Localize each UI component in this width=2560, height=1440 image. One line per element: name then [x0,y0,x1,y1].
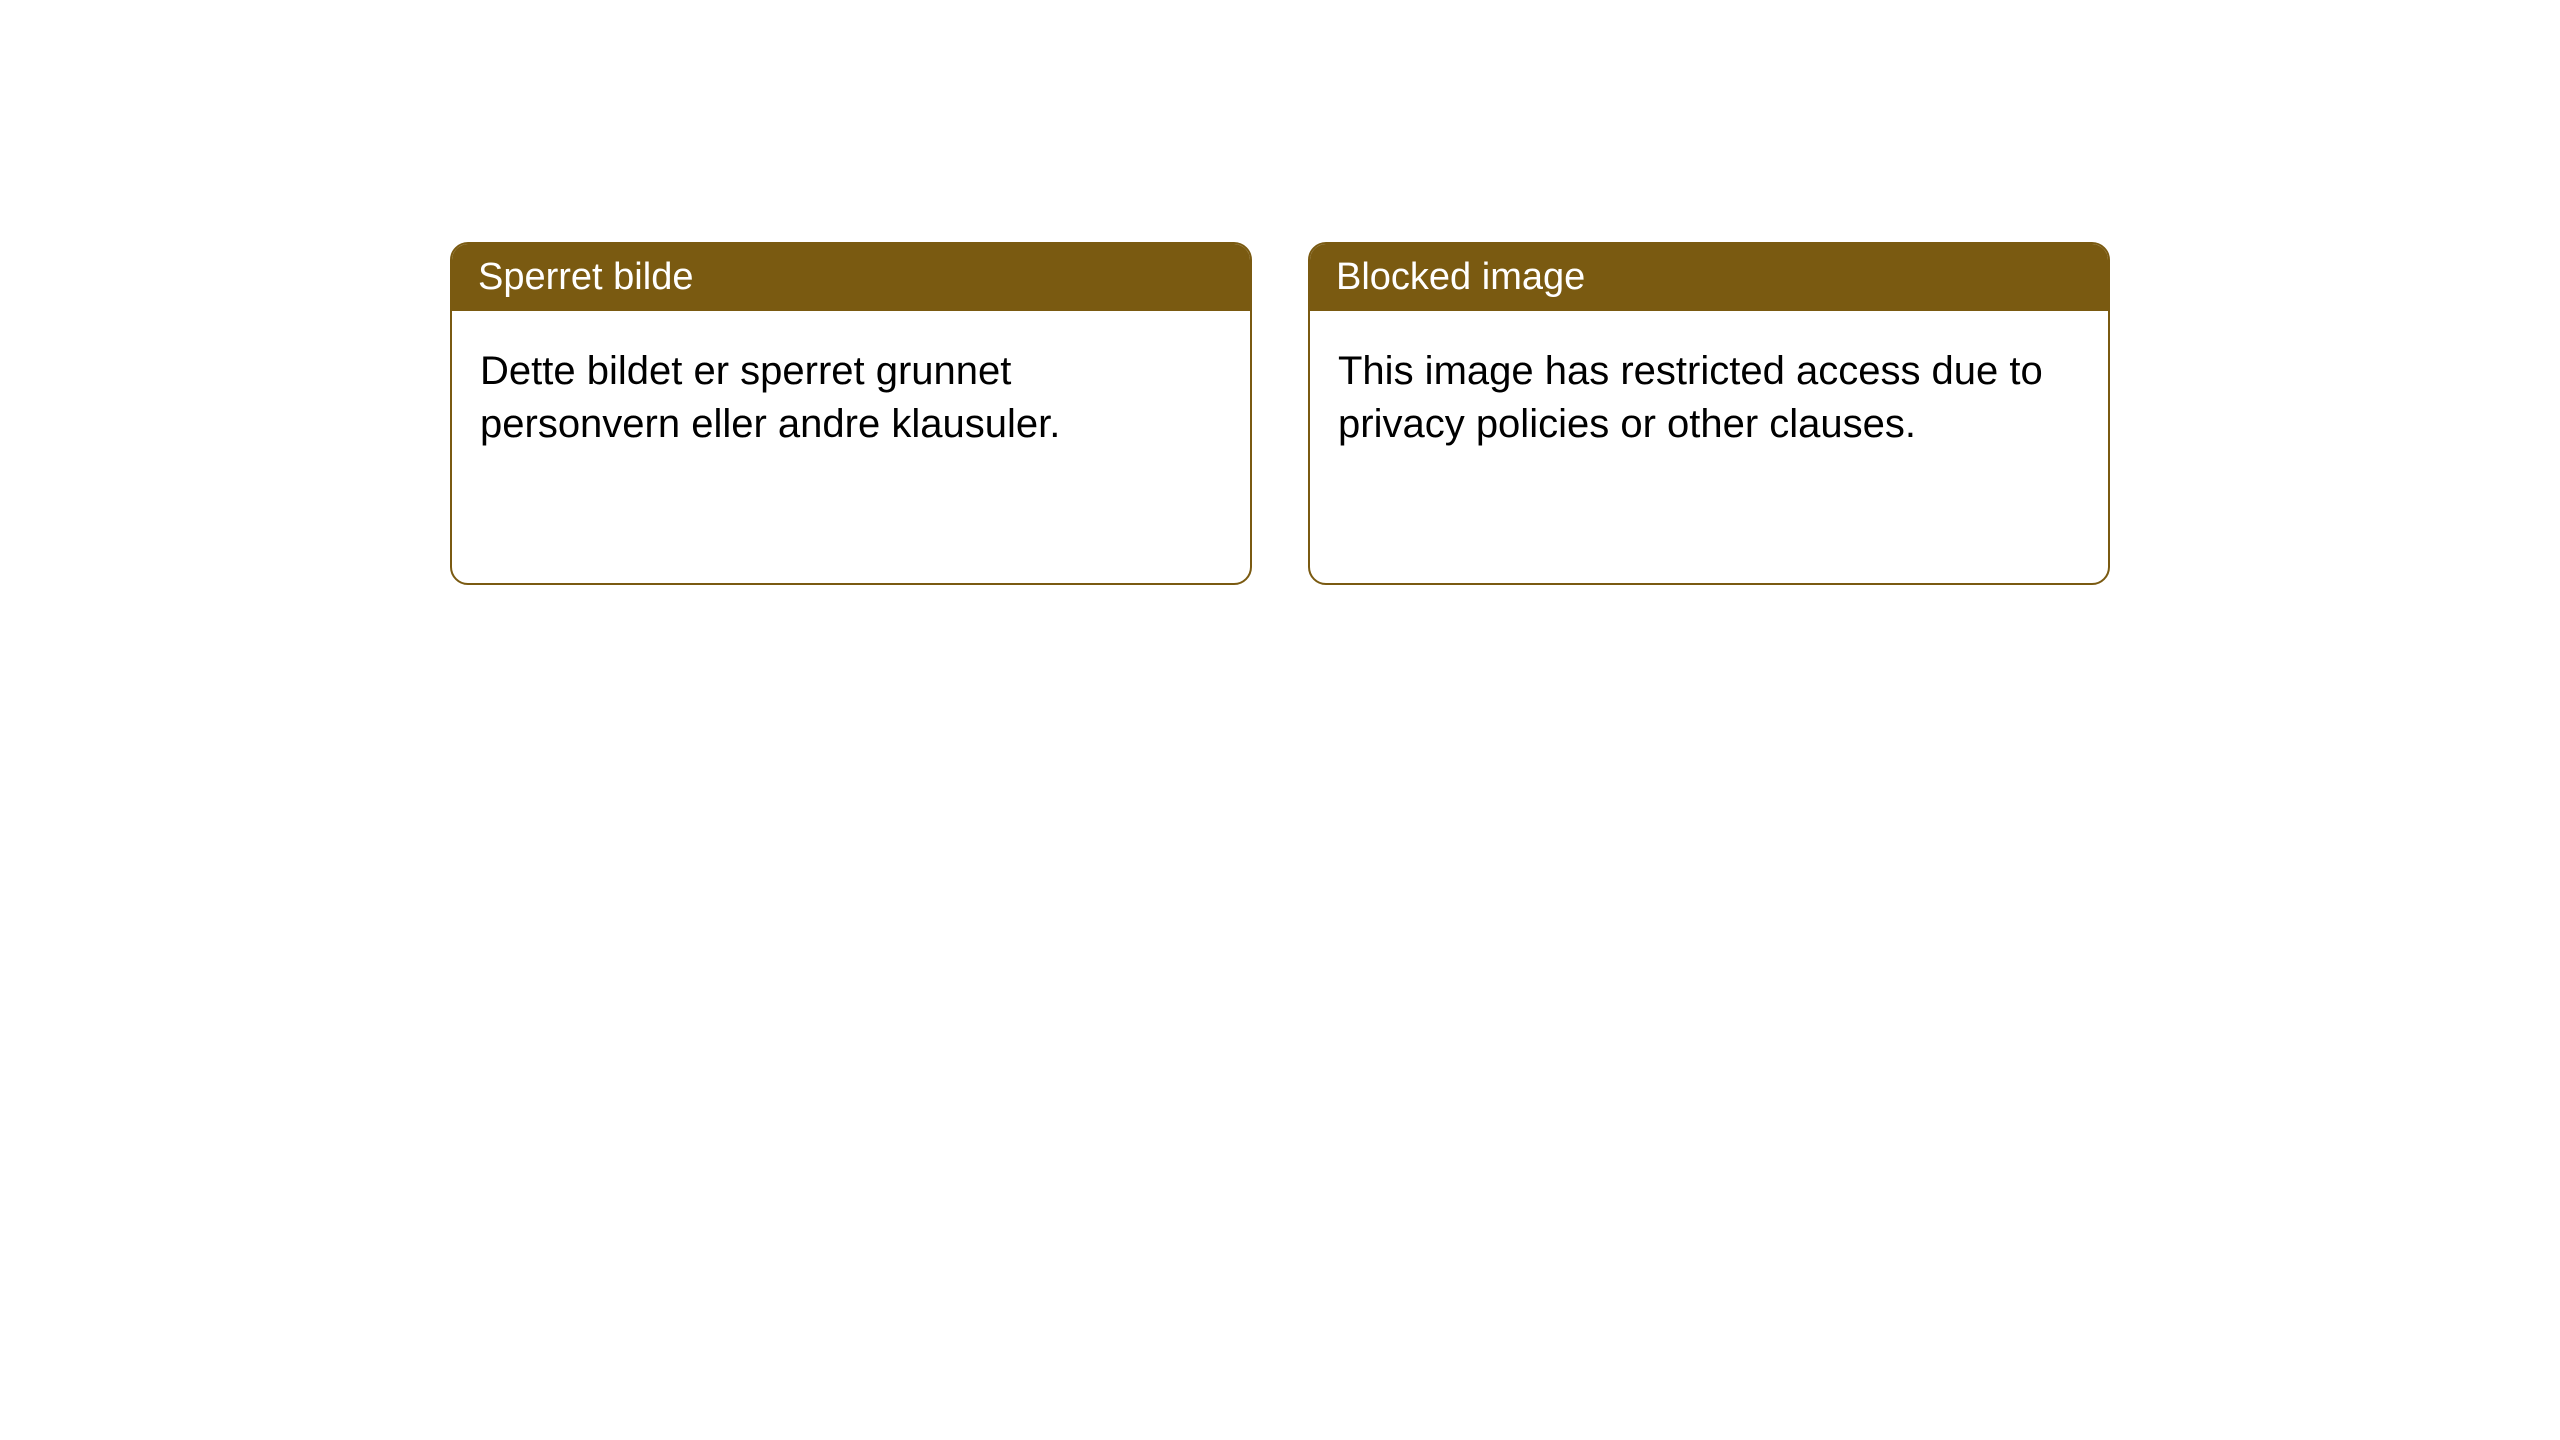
card-header: Blocked image [1310,244,2108,311]
card-title: Blocked image [1336,256,1585,298]
card-body: This image has restricted access due to … [1310,311,2108,583]
card-body-text: This image has restricted access due to … [1338,349,2043,446]
notice-container: Sperret bilde Dette bildet er sperret gr… [0,0,2560,585]
card-body: Dette bildet er sperret grunnet personve… [452,311,1250,583]
card-body-text: Dette bildet er sperret grunnet personve… [480,349,1060,446]
card-title: Sperret bilde [478,256,693,298]
blocked-image-card-no: Sperret bilde Dette bildet er sperret gr… [450,242,1252,585]
card-header: Sperret bilde [452,244,1250,311]
blocked-image-card-en: Blocked image This image has restricted … [1308,242,2110,585]
